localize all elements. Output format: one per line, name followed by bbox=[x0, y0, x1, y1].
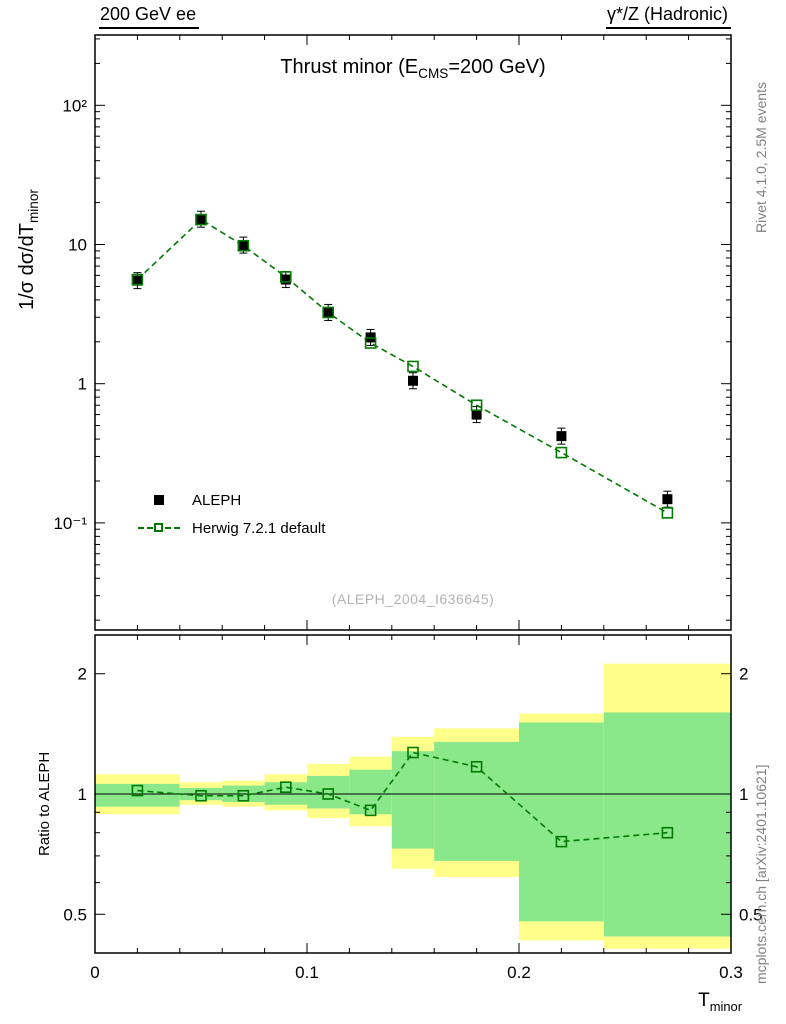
legend-item-herwig: Herwig 7.2.1 default bbox=[138, 514, 325, 542]
aleph-error-bars bbox=[133, 210, 672, 508]
y-axis-tick-label: 10⁻¹ bbox=[53, 514, 87, 533]
tick-labels: 10⁻¹ 1 10 10² 0.5 0.5 1 1 2 2 0 0.1 0.2 0.3 bbox=[53, 96, 762, 982]
ratio-marker bbox=[555, 835, 568, 848]
ratio-band-inner bbox=[264, 782, 307, 805]
ratio-tick-label-right: 0.5 bbox=[739, 905, 763, 924]
ratio-marker bbox=[661, 826, 674, 839]
ratio-bands bbox=[95, 663, 731, 949]
herwig-points bbox=[131, 213, 674, 519]
ratio-marker bbox=[279, 781, 292, 793]
ticks bbox=[94, 35, 732, 954]
mcplots-attribution: mcplots.cern.ch [arXiv:2401.10621] bbox=[753, 764, 769, 984]
ratio-tick-label-right: 1 bbox=[739, 785, 748, 804]
ratio-band-inner bbox=[349, 769, 392, 815]
main-frame bbox=[94, 34, 732, 631]
rivet-version-label: Rivet 4.1.0, 2.5M events bbox=[753, 82, 769, 233]
open-square-icon bbox=[154, 523, 163, 532]
aleph-marker bbox=[132, 275, 143, 286]
legend-marker-aleph bbox=[138, 493, 180, 507]
aleph-marker bbox=[196, 214, 206, 225]
header-beam-label: 200 GeV ee bbox=[99, 4, 200, 29]
aleph-marker bbox=[323, 307, 334, 318]
ratio-band-inner bbox=[519, 722, 604, 922]
y-axis-tick-label: 1 bbox=[78, 375, 87, 394]
herwig-marker bbox=[364, 337, 377, 349]
aleph-marker bbox=[471, 409, 482, 420]
legend-marker-herwig bbox=[138, 521, 180, 535]
herwig-marker bbox=[195, 213, 207, 226]
herwig-marker bbox=[131, 273, 144, 286]
aleph-marker bbox=[662, 494, 673, 505]
aleph-marker bbox=[238, 240, 249, 251]
x-axis-title-sub: minor bbox=[709, 998, 742, 1014]
ratio-band-inner bbox=[307, 775, 350, 809]
legend: ALEPH Herwig 7.2.1 default bbox=[138, 486, 325, 542]
herwig-marker bbox=[237, 239, 250, 252]
ratio-tick-label-left: 2 bbox=[78, 665, 87, 684]
ratio-mc bbox=[131, 746, 674, 848]
x-axis-title: Tminor bbox=[698, 990, 742, 1014]
ratio-marker bbox=[195, 789, 207, 802]
ratio-marker bbox=[322, 788, 335, 800]
ratio-marker bbox=[407, 746, 419, 759]
herwig-marker bbox=[407, 360, 419, 373]
aleph-marker bbox=[556, 431, 567, 442]
y-axis-tick-label: 10² bbox=[62, 96, 87, 115]
y-axis-title-sub: minor bbox=[26, 189, 41, 224]
ratio-marker bbox=[364, 804, 377, 817]
ratio-band-inner bbox=[391, 751, 435, 849]
filled-square-icon bbox=[154, 495, 164, 505]
plot-title-pre: Thrust minor (E bbox=[280, 56, 419, 78]
header-process-label: γ*/Z (Hadronic) bbox=[605, 4, 731, 29]
aleph-marker bbox=[408, 375, 418, 386]
x-axis-title-pre: T bbox=[698, 990, 710, 1011]
ratio-marker bbox=[131, 784, 144, 797]
ratio-marker bbox=[470, 760, 483, 773]
herwig-marker bbox=[555, 446, 568, 459]
ratio-tick-label-left: 1 bbox=[78, 785, 87, 804]
x-axis-tick-label: 0.1 bbox=[295, 963, 319, 982]
ratio-tick-label-right: 2 bbox=[739, 665, 748, 684]
aleph-marker bbox=[280, 274, 291, 285]
aleph-points bbox=[132, 214, 673, 505]
legend-label-aleph: ALEPH bbox=[192, 491, 242, 509]
legend-item-aleph: ALEPH bbox=[138, 486, 325, 514]
plot-title: Thrust minor (ECMS=200 GeV) bbox=[95, 56, 731, 81]
analysis-id-watermark: (ALEPH_2004_I636645) bbox=[331, 591, 495, 607]
y-axis-title-pre: 1/σ dσ/dT bbox=[16, 223, 38, 310]
herwig-curve bbox=[136, 218, 668, 514]
y-axis-tick-label: 10 bbox=[68, 236, 87, 255]
ratio-band-inner bbox=[603, 712, 731, 937]
ratio-marker bbox=[237, 789, 250, 802]
herwig-marker bbox=[279, 271, 292, 283]
ratio-curve bbox=[137, 751, 668, 843]
herwig-line bbox=[136, 218, 668, 514]
y-axis-title: 1/σ dσ/dTminor bbox=[16, 189, 41, 310]
ratio-y-axis-title: Ratio to ALEPH bbox=[36, 751, 53, 856]
herwig-marker bbox=[322, 306, 335, 319]
x-axis-tick-label: 0.2 bbox=[507, 963, 531, 982]
herwig-marker bbox=[661, 507, 674, 519]
ratio-tick-label-left: 0.5 bbox=[63, 905, 87, 924]
plot-title-sub: CMS bbox=[418, 66, 449, 81]
x-axis-tick-label: 0.3 bbox=[719, 963, 743, 982]
legend-label-herwig: Herwig 7.2.1 default bbox=[192, 519, 326, 537]
plot-title-post: =200 GeV) bbox=[448, 56, 546, 78]
x-axis-tick-label: 0 bbox=[90, 963, 99, 982]
herwig-marker bbox=[470, 399, 483, 412]
